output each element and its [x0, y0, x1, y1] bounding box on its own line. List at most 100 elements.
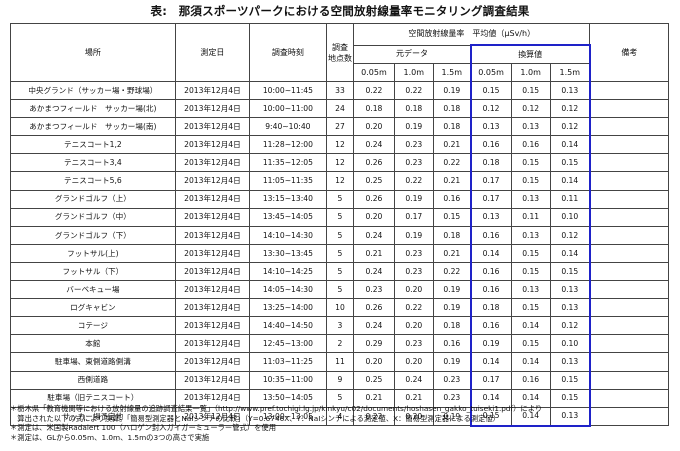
cell-date: 2013年12月4日 — [174, 316, 251, 336]
header-height-raw-10: 1.0m — [393, 63, 434, 82]
results-table: 場所 測定日 調査時刻 調査 地点数 空間放射線量率 平均値（μSv/h） 備考… — [10, 23, 669, 427]
header-location: 場所 — [10, 23, 176, 82]
cell-conv-10: 0.13 — [510, 117, 551, 137]
cell-raw-005: 0.25 — [353, 171, 395, 191]
cell-location: テニスコート5,6 — [10, 171, 176, 191]
cell-conv-15: 0.14 — [549, 171, 591, 191]
cell-raw-15: 0.19 — [432, 406, 472, 427]
cell-raw-005: 0.26 — [353, 189, 395, 209]
cell-conv-10: 0.15 — [510, 171, 551, 191]
table-row: コテージ 2013年12月4日 14:40~14:50 3 0.24 0.20 0.18 0.… — [10, 316, 669, 336]
cell-location: フットサル(上) — [10, 243, 176, 263]
table-row: グランドゴルフ（上） 2013年12月4日 13:15~13:40 5 0.26 0.19… — [10, 189, 669, 209]
cell-points: 5 — [325, 261, 355, 282]
cell-conv-005: 0.14 — [469, 352, 512, 372]
cell-raw-005: 0.26 — [353, 153, 395, 173]
cell-time: 9:40~10:40 — [249, 117, 327, 137]
cell-date: 2013年12月4日 — [174, 388, 251, 408]
header-points: 調査 地点数 — [325, 23, 355, 82]
cell-conv-005: 0.18 — [469, 153, 512, 173]
cell-points: 9 — [325, 370, 355, 390]
cell-raw-10: 0.17 — [393, 207, 434, 227]
results-table-body: 中央グランド（サッカー場・野球場） 2013年12月4日 10:00~11:45 33… — [10, 80, 669, 427]
cell-time: 13:45~14:05 — [249, 207, 327, 227]
cell-remarks — [589, 207, 669, 227]
cell-location: バーベキュー場 — [10, 280, 176, 300]
cell-conv-005: 0.16 — [469, 225, 512, 245]
cell-date: 2013年12月4日 — [174, 80, 251, 101]
cell-time: 10:00~11:45 — [249, 80, 327, 101]
cell-raw-10: 0.23 — [393, 334, 434, 354]
footnote: ＊測定は、GLから0.05m、1.0m、1.5mの3つの高さで実施 — [10, 432, 210, 442]
cell-remarks — [589, 298, 669, 318]
cell-raw-15: 0.21 — [432, 135, 472, 155]
cell-time: 10:35~11:00 — [249, 370, 327, 390]
cell-location: 本館 — [10, 334, 176, 354]
cell-raw-005: 0.23 — [353, 406, 395, 427]
cell-raw-10: 0.21 — [393, 388, 434, 408]
header-original: 元データ — [353, 44, 472, 64]
table-row: グランドゴルフ（下） 2013年12月4日 14:10~14:30 5 0.24 0.19… — [10, 225, 669, 245]
cell-time: 13:30~13:45 — [249, 243, 327, 263]
cell-conv-005: 0.16 — [469, 280, 512, 300]
cell-raw-10: 0.23 — [393, 153, 434, 173]
cell-conv-15: 0.11 — [549, 189, 591, 209]
cell-raw-005: 0.26 — [353, 298, 395, 318]
cell-conv-15: 0.15 — [549, 153, 591, 173]
header-time: 調査時刻 — [249, 23, 327, 82]
cell-raw-10: 0.20 — [393, 352, 434, 372]
cell-date: 2013年12月4日 — [174, 153, 251, 173]
cell-conv-005: 0.16 — [469, 135, 512, 155]
cell-raw-15: 0.16 — [432, 334, 472, 354]
cell-conv-005: 0.16 — [469, 316, 512, 336]
table-row: サッカー場予定地 2013年12月4日 13:00~13:05 4 0.23 0.20 0.… — [10, 406, 669, 427]
cell-raw-15: 0.16 — [432, 189, 472, 209]
footnote: ＊栃木県「教育機関等における放射線量の追跡調査結果一覧」（http://www.… — [10, 404, 543, 413]
cell-raw-15: 0.15 — [432, 207, 472, 227]
cell-raw-15: 0.21 — [432, 243, 472, 263]
cell-location: 駐車場、東側道路側溝 — [10, 352, 176, 372]
cell-conv-15: 0.12 — [549, 117, 591, 137]
cell-conv-10: 0.12 — [510, 99, 551, 119]
cell-remarks — [589, 171, 669, 191]
cell-raw-005: 0.24 — [353, 316, 395, 336]
cell-conv-15: 0.10 — [549, 207, 591, 227]
cell-conv-10: 0.15 — [510, 334, 551, 354]
cell-raw-15: 0.22 — [432, 153, 472, 173]
cell-conv-005: 0.13 — [469, 207, 512, 227]
cell-points: 33 — [325, 80, 355, 101]
cell-points: 5 — [325, 189, 355, 209]
header-remarks: 備考 — [589, 23, 669, 82]
cell-date: 2013年12月4日 — [174, 207, 251, 227]
cell-conv-10: 0.15 — [510, 153, 551, 173]
cell-remarks — [589, 225, 669, 245]
table-row: 駐車場（旧テニスコート） 2013年12月4日 13:50~14:05 5 0.21 0.… — [10, 388, 669, 408]
cell-raw-005: 0.20 — [353, 207, 395, 227]
cell-conv-005: 0.17 — [469, 189, 512, 209]
cell-raw-10: 0.23 — [393, 135, 434, 155]
cell-raw-10: 0.19 — [393, 189, 434, 209]
cell-conv-15: 0.14 — [549, 243, 591, 263]
table-row: 駐車場、東側道路側溝 2013年12月4日 11:03~11:25 11 0.20 0.2… — [10, 352, 669, 372]
cell-date: 2013年12月4日 — [174, 352, 251, 372]
cell-date: 2013年12月4日 — [174, 189, 251, 209]
table-row: あかまつフィールド サッカー場(南) 2013年12月4日 9:40~10:40 27… — [10, 117, 669, 137]
header-height-conv-10: 1.0m — [510, 63, 551, 82]
cell-conv-15: 0.13 — [549, 352, 591, 372]
cell-points: 5 — [325, 243, 355, 263]
cell-date: 2013年12月4日 — [174, 334, 251, 354]
cell-raw-10: 0.24 — [393, 370, 434, 390]
cell-location: サッカー場予定地 — [10, 406, 176, 427]
cell-raw-005: 0.24 — [353, 135, 395, 155]
cell-raw-005: 0.23 — [353, 280, 395, 300]
cell-raw-15: 0.22 — [432, 261, 472, 282]
header-height-raw-15: 1.5m — [432, 63, 472, 82]
cell-raw-15: 0.18 — [432, 316, 472, 336]
cell-conv-005: 0.15 — [469, 80, 512, 101]
cell-points: 3 — [325, 316, 355, 336]
cell-raw-15: 0.19 — [432, 280, 472, 300]
cell-conv-10: 0.14 — [510, 352, 551, 372]
header-dose-group: 空間放射線量率 平均値（μSv/h） — [353, 23, 591, 46]
cell-raw-15: 0.19 — [432, 352, 472, 372]
cell-raw-15: 0.18 — [432, 225, 472, 245]
